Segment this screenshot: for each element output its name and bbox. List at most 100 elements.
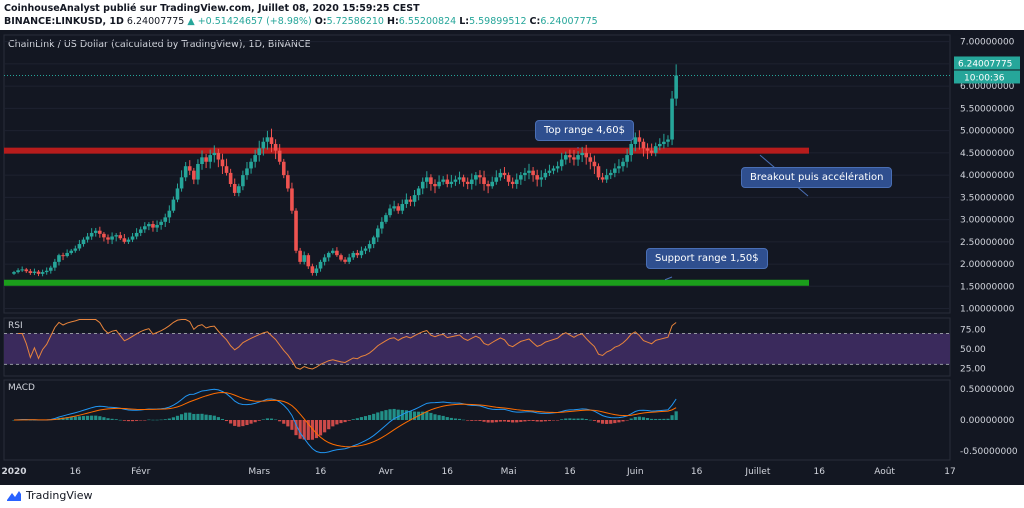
macd-histogram-bar <box>572 418 576 420</box>
macd-histogram-bar <box>380 411 384 420</box>
macd-histogram-bar <box>596 420 601 423</box>
candle-body <box>490 181 495 187</box>
candle-body <box>523 172 527 176</box>
candle-body <box>224 166 229 173</box>
macd-histogram-bar <box>327 420 331 430</box>
candle-body <box>412 195 417 202</box>
time-tick-label: Mai <box>501 467 517 477</box>
candle-body <box>147 224 151 227</box>
macd-histogram-bar <box>126 420 131 422</box>
time-tick-label: 16 <box>315 467 327 477</box>
macd-histogram-bar <box>12 420 16 421</box>
candle-body <box>633 137 638 144</box>
chart-area[interactable]: ChainLink / US Dollar (calculated by Tra… <box>0 30 1024 508</box>
candle-body <box>347 257 351 262</box>
macd-histogram-bar <box>633 417 637 420</box>
candle-body <box>588 157 593 162</box>
candle-body <box>543 172 548 178</box>
macd-histogram-bar <box>576 418 580 420</box>
candle-body <box>159 221 163 225</box>
candle-body <box>32 271 37 273</box>
macd-histogram-bar <box>253 420 257 423</box>
macd-histogram-bar <box>90 415 94 420</box>
price-tick-label: 4.50000000 <box>960 149 1015 159</box>
time-tick-label: 16 <box>70 467 82 477</box>
close-label: C: <box>529 16 541 27</box>
macd-histogram-bar <box>564 418 568 420</box>
high-label: H: <box>387 16 399 27</box>
candle-body <box>290 188 294 211</box>
price-tick-label: 6.00000000 <box>960 82 1015 92</box>
macd-histogram-bar <box>425 411 429 420</box>
macd-histogram-bar <box>556 420 560 421</box>
candle-body <box>138 229 143 233</box>
candle-body <box>568 155 572 158</box>
macd-histogram-bar <box>658 418 662 420</box>
macd-histogram-bar <box>449 417 453 420</box>
candle-body <box>277 150 282 162</box>
macd-histogram-bar <box>335 420 339 425</box>
macd-histogram-bar <box>118 419 122 421</box>
chart-svg[interactable]: ChainLink / US Dollar (calculated by Tra… <box>0 30 1024 485</box>
candle-body <box>179 177 184 189</box>
price-tick-label: 1.50000000 <box>960 282 1015 292</box>
macd-histogram-bar <box>273 419 278 421</box>
macd-histogram-bar <box>343 420 347 423</box>
candle-body <box>453 179 458 182</box>
candle-body <box>355 252 360 256</box>
tradingview-logo-icon <box>7 490 21 501</box>
macd-histogram-bar <box>568 418 572 420</box>
candle-body <box>666 139 670 142</box>
candle-body <box>572 157 576 160</box>
macd-histogram-bar <box>462 419 466 421</box>
candle-body <box>155 224 159 228</box>
candle-body <box>318 261 323 269</box>
macd-histogram-bar <box>269 418 274 420</box>
price-tick-label: 4.00000000 <box>960 171 1015 181</box>
macd-histogram-bar <box>200 413 204 420</box>
candle-body <box>445 179 450 185</box>
macd-histogram-bar <box>171 417 176 420</box>
candle-body <box>396 206 401 211</box>
candle-body <box>245 168 249 176</box>
low-value: 5.59899512 <box>469 16 527 27</box>
candle-body <box>249 161 253 169</box>
candle-body <box>257 148 262 156</box>
candle-body <box>220 159 225 167</box>
tradingview-logo[interactable]: TradingView <box>6 489 92 502</box>
candle-body <box>514 179 519 185</box>
macd-histogram-bar <box>339 420 343 424</box>
candle-body <box>482 177 486 185</box>
macd-histogram-bar <box>372 413 376 420</box>
macd-histogram-bar <box>396 409 400 420</box>
macd-histogram-bar <box>584 418 588 420</box>
candle-body <box>294 210 298 251</box>
macd-histogram-bar <box>535 420 539 422</box>
last-price: 6.24007775 <box>126 16 185 27</box>
rsi-tick-label: 50.00 <box>960 345 986 355</box>
candle-body <box>657 143 662 147</box>
macd-histogram-bar <box>249 420 253 424</box>
candle-body <box>228 172 233 185</box>
candle-body <box>212 152 217 156</box>
macd-histogram-bar <box>323 420 327 433</box>
candle-body <box>122 238 127 242</box>
candle-body <box>474 175 478 180</box>
candle-body <box>171 199 176 211</box>
candle-body <box>24 269 29 272</box>
candle-body <box>613 168 617 173</box>
candle-body <box>310 266 315 273</box>
candle-body <box>359 250 364 256</box>
close-value: 6.24007775 <box>540 16 598 27</box>
macd-histogram-bar <box>662 418 666 420</box>
candle-body <box>142 226 147 230</box>
candle-body <box>461 177 466 182</box>
footer-brand: TradingView <box>26 489 93 502</box>
macd-histogram-bar <box>666 418 670 420</box>
macd-histogram-bar <box>441 415 445 420</box>
macd-histogram-bar <box>290 420 294 430</box>
macd-histogram-bar <box>384 410 388 420</box>
candle-body <box>286 175 290 189</box>
candle-body <box>302 255 307 262</box>
time-tick-label: Août <box>874 467 895 477</box>
